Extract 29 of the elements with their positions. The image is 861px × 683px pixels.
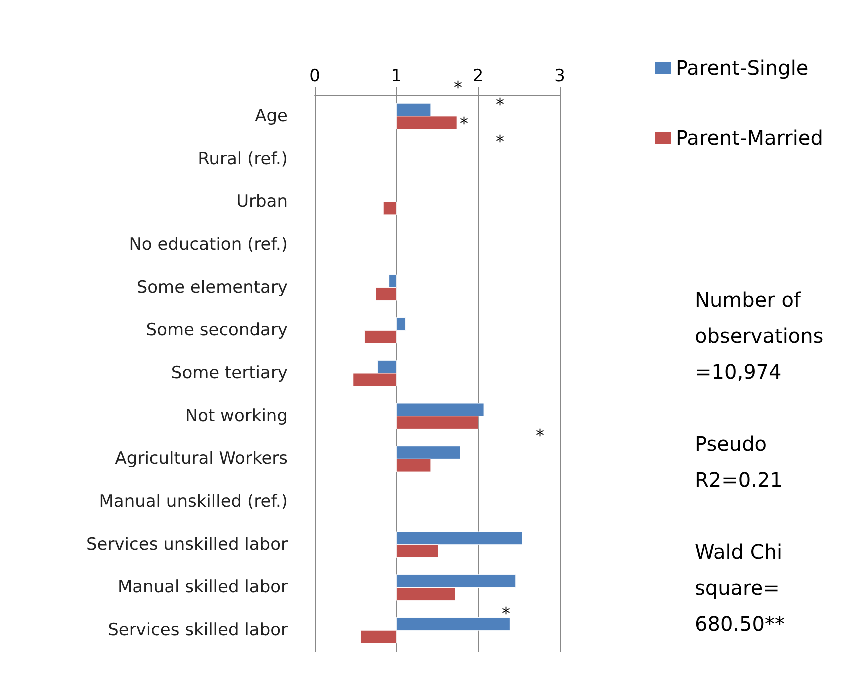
- y-tick-label: Urban: [236, 192, 288, 212]
- annotation: *: [454, 78, 462, 98]
- bar: [383, 202, 397, 216]
- y-tick-label: Some tertiary: [171, 364, 288, 384]
- annotation: *: [502, 604, 510, 624]
- x-tick-label: 2: [472, 66, 484, 86]
- y-tick-label: Age: [255, 106, 288, 126]
- y-tick-label: No education (ref.): [129, 234, 288, 255]
- y-tick-label: Manual skilled labor: [118, 578, 288, 598]
- y-tick-label: Services unskilled labor: [86, 534, 288, 555]
- text: Wald Chi square= 680.50**: [695, 540, 789, 636]
- text: Pseudo R2=0.21: [695, 432, 783, 492]
- annotation: *: [536, 426, 544, 446]
- x-tick-label: 0: [310, 66, 320, 86]
- legend-label: Parent-Married: [676, 126, 824, 150]
- x-tick-label: 3: [554, 66, 566, 86]
- y-tick-label: Not working: [185, 406, 288, 426]
- y-tick-label: Agricultural Workers: [115, 449, 288, 470]
- x-tick-label: 1: [391, 66, 402, 86]
- y-tick-label: Services skilled labor: [108, 620, 288, 641]
- y-tick-label: Some elementary: [136, 278, 288, 298]
- annotation: *: [496, 132, 504, 152]
- annotation: *: [496, 96, 504, 116]
- legend-label: Parent-Single: [676, 56, 809, 80]
- annotation: *: [460, 114, 468, 134]
- y-tick-label: Rural (ref.): [198, 149, 288, 170]
- y-tick-label: Manual unskilled (ref.): [99, 492, 288, 512]
- text: Number of observations =10,974: [695, 288, 830, 384]
- y-tick-label: Some secondary: [146, 320, 288, 341]
